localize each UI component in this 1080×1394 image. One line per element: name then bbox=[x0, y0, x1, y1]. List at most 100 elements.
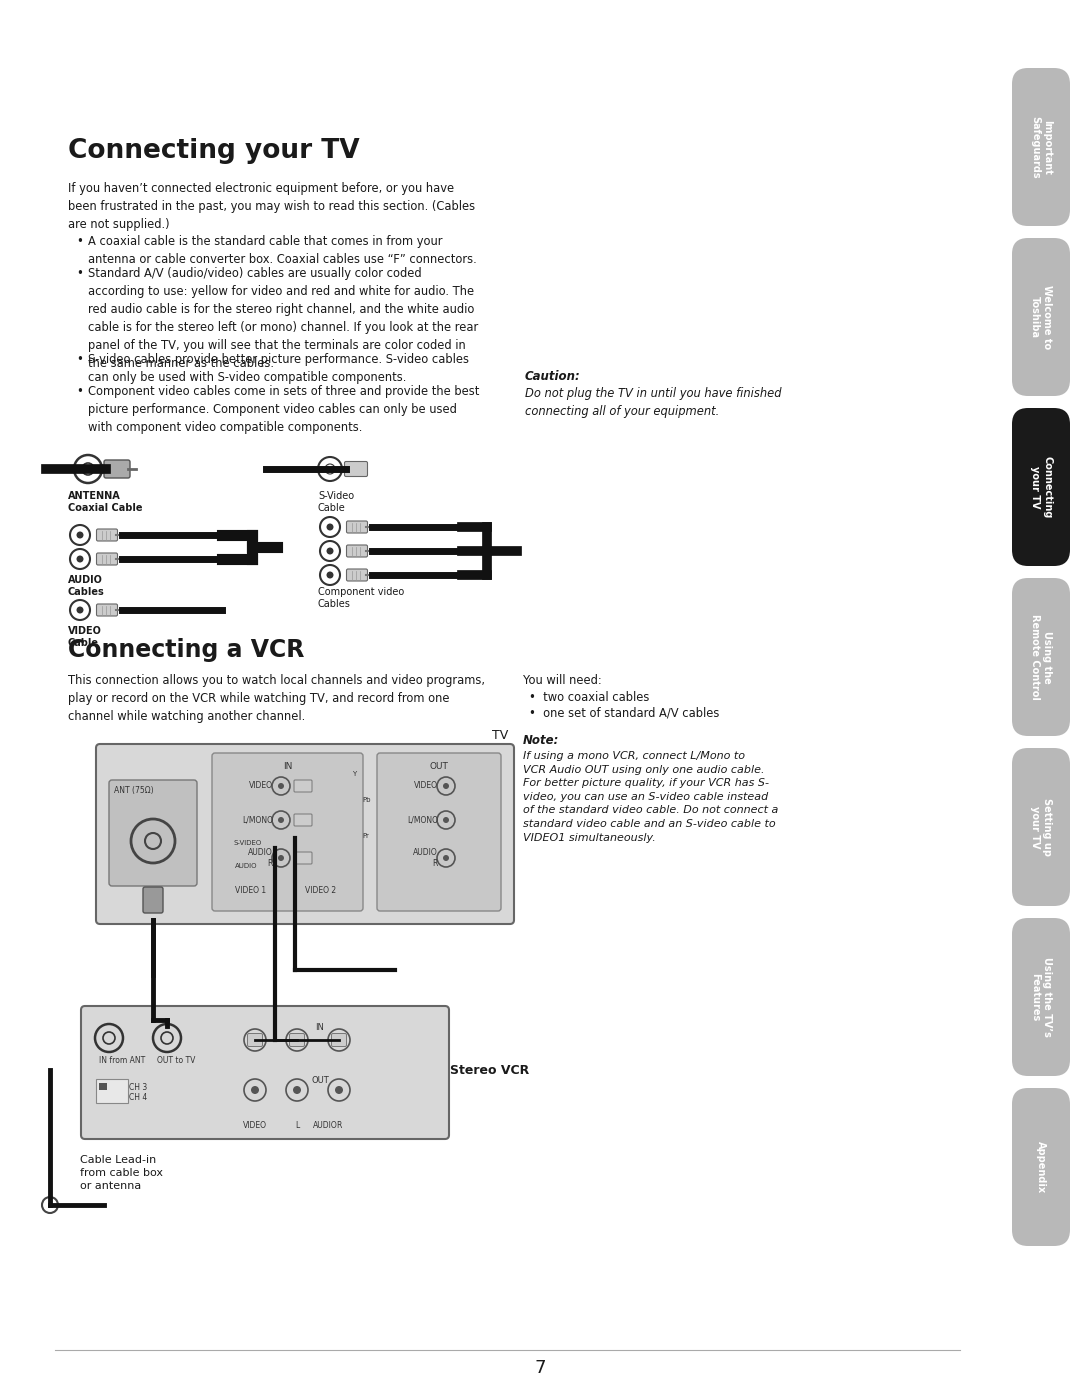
Text: 7: 7 bbox=[535, 1359, 545, 1377]
FancyBboxPatch shape bbox=[1012, 408, 1070, 566]
Text: ANT (75Ω): ANT (75Ω) bbox=[114, 786, 153, 795]
FancyBboxPatch shape bbox=[1012, 68, 1070, 226]
Circle shape bbox=[443, 855, 449, 861]
Text: OUT to TV: OUT to TV bbox=[157, 1057, 195, 1065]
Text: TV: TV bbox=[491, 729, 508, 742]
Text: If you haven’t connected electronic equipment before, or you have
been frustrate: If you haven’t connected electronic equi… bbox=[68, 183, 475, 231]
Circle shape bbox=[77, 606, 83, 613]
FancyBboxPatch shape bbox=[347, 521, 367, 533]
Text: Y: Y bbox=[352, 771, 356, 776]
FancyBboxPatch shape bbox=[1012, 579, 1070, 736]
Circle shape bbox=[278, 783, 284, 789]
FancyBboxPatch shape bbox=[96, 528, 118, 541]
Text: Component video cables come in sets of three and provide the best
picture perfor: Component video cables come in sets of t… bbox=[87, 385, 480, 434]
Text: Do not plug the TV in until you have finished
connecting all of your equipment.: Do not plug the TV in until you have fin… bbox=[525, 388, 782, 418]
Text: AUDIO
Cables: AUDIO Cables bbox=[68, 574, 105, 597]
Text: OUT: OUT bbox=[311, 1076, 329, 1085]
Circle shape bbox=[330, 470, 334, 473]
Text: S-video cables provide better picture performance. S-video cables
can only be us: S-video cables provide better picture pe… bbox=[87, 353, 469, 383]
Text: A coaxial cable is the standard cable that comes in from your
antenna or cable c: A coaxial cable is the standard cable th… bbox=[87, 236, 476, 266]
Text: Using the TV’s
Features: Using the TV’s Features bbox=[1030, 958, 1052, 1037]
Circle shape bbox=[251, 1036, 259, 1044]
FancyBboxPatch shape bbox=[109, 781, 197, 887]
FancyBboxPatch shape bbox=[104, 460, 130, 478]
Text: Pr: Pr bbox=[362, 834, 369, 839]
Text: VIDEO 2: VIDEO 2 bbox=[305, 887, 336, 895]
Text: L/MONO: L/MONO bbox=[242, 815, 273, 824]
Text: AUDIO: AUDIO bbox=[235, 863, 257, 868]
Text: OUT: OUT bbox=[430, 763, 448, 771]
FancyBboxPatch shape bbox=[347, 545, 367, 558]
FancyBboxPatch shape bbox=[212, 753, 363, 912]
Text: R: R bbox=[336, 1121, 341, 1131]
Text: Appendix: Appendix bbox=[1036, 1140, 1047, 1193]
Bar bbox=[99, 1083, 107, 1090]
Text: •: • bbox=[76, 353, 83, 367]
Circle shape bbox=[293, 1086, 301, 1094]
Circle shape bbox=[278, 817, 284, 822]
Text: S-Video
Cable: S-Video Cable bbox=[318, 491, 354, 513]
Text: CH 3: CH 3 bbox=[129, 1083, 147, 1092]
Text: •  two coaxial cables: • two coaxial cables bbox=[529, 691, 649, 704]
FancyBboxPatch shape bbox=[1012, 749, 1070, 906]
Text: •  one set of standard A/V cables: • one set of standard A/V cables bbox=[529, 705, 719, 719]
FancyBboxPatch shape bbox=[377, 753, 501, 912]
Text: Connecting
your TV: Connecting your TV bbox=[1030, 456, 1052, 519]
Circle shape bbox=[330, 466, 334, 468]
FancyBboxPatch shape bbox=[347, 569, 367, 581]
Text: VIDEO: VIDEO bbox=[249, 782, 273, 790]
Text: IN from ANT: IN from ANT bbox=[99, 1057, 145, 1065]
Text: Important
Safeguards: Important Safeguards bbox=[1030, 116, 1052, 178]
Text: You will need:: You will need: bbox=[523, 675, 602, 687]
Text: If using a mono VCR, connect L/Mono to
VCR Audio OUT using only one audio cable.: If using a mono VCR, connect L/Mono to V… bbox=[523, 751, 779, 842]
Circle shape bbox=[77, 531, 83, 538]
Circle shape bbox=[327, 466, 329, 468]
Text: •: • bbox=[76, 268, 83, 280]
Circle shape bbox=[443, 783, 449, 789]
Text: VIDEO: VIDEO bbox=[243, 1121, 267, 1131]
Text: IN: IN bbox=[315, 1023, 324, 1032]
Text: Using the
Remote Control: Using the Remote Control bbox=[1030, 615, 1052, 700]
Circle shape bbox=[443, 817, 449, 822]
Text: VIDEO 1: VIDEO 1 bbox=[235, 887, 266, 895]
FancyBboxPatch shape bbox=[1012, 919, 1070, 1076]
Text: Connecting a VCR: Connecting a VCR bbox=[68, 638, 305, 662]
FancyBboxPatch shape bbox=[294, 781, 312, 792]
FancyBboxPatch shape bbox=[96, 604, 118, 616]
Text: Stereo VCR: Stereo VCR bbox=[450, 1064, 529, 1076]
Text: CH 4: CH 4 bbox=[129, 1093, 147, 1103]
Text: L/MONO: L/MONO bbox=[407, 815, 438, 824]
FancyBboxPatch shape bbox=[81, 1006, 449, 1139]
Text: This connection allows you to watch local channels and video programs,
play or r: This connection allows you to watch loca… bbox=[68, 675, 485, 723]
FancyBboxPatch shape bbox=[1012, 1087, 1070, 1246]
Circle shape bbox=[293, 1036, 301, 1044]
Text: Setting up
your TV: Setting up your TV bbox=[1030, 797, 1052, 856]
Text: Component video
Cables: Component video Cables bbox=[318, 587, 404, 609]
FancyBboxPatch shape bbox=[1012, 238, 1070, 396]
Text: AUDIO: AUDIO bbox=[312, 1121, 337, 1131]
FancyBboxPatch shape bbox=[345, 461, 367, 477]
Circle shape bbox=[335, 1086, 343, 1094]
Circle shape bbox=[326, 524, 334, 531]
Text: AUDIO
R: AUDIO R bbox=[414, 849, 438, 867]
Text: Standard A/V (audio/video) cables are usually color coded
according to use: yell: Standard A/V (audio/video) cables are us… bbox=[87, 268, 478, 369]
Text: Caution:: Caution: bbox=[525, 369, 581, 383]
Circle shape bbox=[327, 470, 329, 473]
Text: S-VIDEO: S-VIDEO bbox=[233, 841, 261, 846]
FancyBboxPatch shape bbox=[143, 887, 163, 913]
Circle shape bbox=[326, 572, 334, 579]
FancyBboxPatch shape bbox=[332, 1033, 347, 1047]
Text: VIDEO
Cable: VIDEO Cable bbox=[68, 626, 102, 648]
Text: Note:: Note: bbox=[523, 735, 559, 747]
Circle shape bbox=[326, 548, 334, 555]
Text: IN: IN bbox=[283, 763, 293, 771]
Text: •: • bbox=[76, 385, 83, 399]
Circle shape bbox=[77, 555, 83, 563]
Text: Connecting your TV: Connecting your TV bbox=[68, 138, 360, 164]
FancyBboxPatch shape bbox=[294, 814, 312, 827]
Circle shape bbox=[335, 1036, 343, 1044]
Circle shape bbox=[251, 1086, 259, 1094]
FancyBboxPatch shape bbox=[294, 852, 312, 864]
Text: Cable Lead-in
from cable box
or antenna: Cable Lead-in from cable box or antenna bbox=[80, 1156, 163, 1192]
Text: AUDIO
R: AUDIO R bbox=[248, 849, 273, 867]
